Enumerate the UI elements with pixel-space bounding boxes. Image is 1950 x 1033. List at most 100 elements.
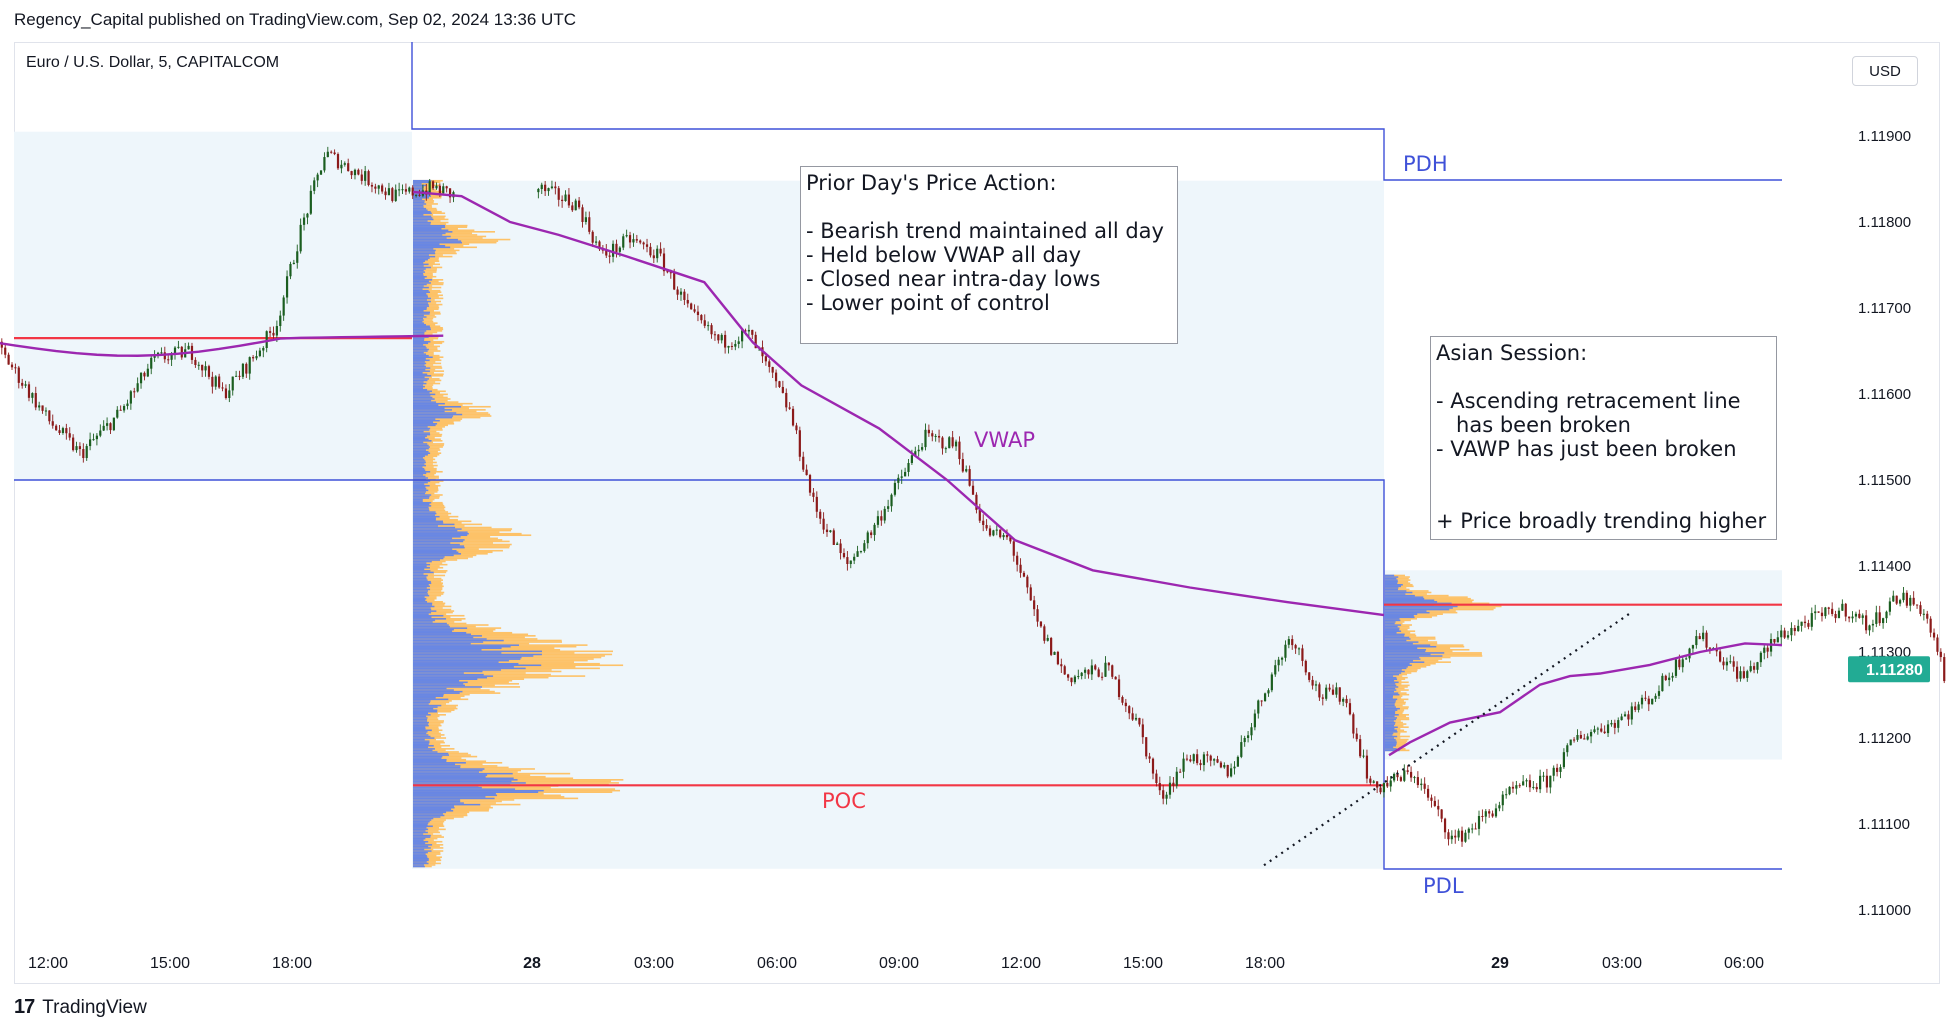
candle [564,190,567,202]
candle [859,550,863,554]
candle [313,177,316,195]
candle [815,491,818,518]
candle [221,382,224,392]
candle [1077,669,1080,680]
pdl-line[interactable] [14,479,1782,870]
candle [1844,602,1847,622]
candle [1702,625,1705,642]
candle [1488,809,1491,818]
footer-brand[interactable]: 17 TradingView [14,996,147,1019]
candle [1542,771,1545,782]
candle [1657,685,1661,700]
vwap-line-aug28[interactable] [412,190,1385,617]
candle [1270,672,1273,693]
candle [1236,755,1239,767]
candle [690,302,693,310]
candle [1399,775,1402,782]
candle [785,388,788,412]
candle [1165,791,1168,805]
candle [1124,698,1127,713]
candle [1403,764,1406,783]
candle [971,480,975,495]
candle [1104,656,1107,677]
candle [1420,778,1423,791]
candle [985,519,988,531]
note-asian-session[interactable]: Asian Session: - Ascending retracement l… [1430,336,1777,540]
candle [1851,611,1854,623]
candle [1036,605,1039,627]
candle [961,452,964,473]
candle [347,158,350,172]
candle [1246,731,1250,743]
candle [1827,606,1830,615]
candle [1854,611,1858,623]
vwap-line-aug29[interactable] [1388,642,1783,757]
candle [1898,598,1902,607]
candle [1352,712,1355,739]
candle [679,288,683,301]
candle [1464,829,1467,843]
candle [1640,694,1644,709]
candle [693,304,696,314]
candle [1902,587,1905,603]
candle [1179,768,1182,773]
candle [282,295,285,321]
candle [880,510,883,526]
candle [856,545,859,557]
candle [248,356,251,380]
candle [122,404,126,413]
candle [1355,727,1358,742]
candle [642,241,645,250]
candle [866,530,869,549]
candle [1138,717,1141,727]
currency-button[interactable]: USD [1852,56,1918,86]
candle [102,420,105,432]
symbol-title[interactable]: Euro / U.S. Dollar, 5, CAPITALCOM [26,54,280,71]
candle [296,244,299,269]
x-tick-label: 28 [523,955,541,972]
candle [391,186,394,203]
candle [764,355,767,366]
candle [10,362,14,370]
candle [1613,719,1616,735]
candle [1603,725,1606,734]
candle [1345,695,1348,708]
candle [1230,763,1233,778]
candle [374,183,377,194]
candle [1155,769,1158,787]
candle [870,530,873,539]
candle [343,161,346,167]
candle [1301,644,1304,667]
candle [1056,650,1060,666]
candle [1562,748,1565,769]
x-tick-label: 18:00 [272,955,312,972]
y-tick-label: 1.11100 [1858,816,1910,833]
candle [1121,695,1124,706]
candle [883,506,886,524]
candle [965,465,968,473]
candle [1919,601,1922,617]
vwap-line-aug27[interactable] [0,334,444,357]
candle [1396,770,1399,781]
candle [1634,701,1637,713]
candle [768,359,771,373]
candle [1012,539,1015,562]
candle [1786,630,1790,640]
candle [1814,604,1817,620]
candle [700,314,703,324]
candle [632,233,635,247]
candle [1328,683,1331,692]
candle [231,376,234,396]
candle [1111,664,1114,680]
candle [1362,749,1365,759]
pdh-line[interactable] [411,42,1782,181]
note-prior-day[interactable]: Prior Day's Price Action: - Bearish tren… [800,166,1178,344]
candle [1189,754,1192,763]
candle [1566,743,1569,757]
candle [1484,809,1487,824]
candle [846,551,849,571]
candle [788,402,791,410]
candle [1083,667,1087,679]
candle [649,243,652,258]
